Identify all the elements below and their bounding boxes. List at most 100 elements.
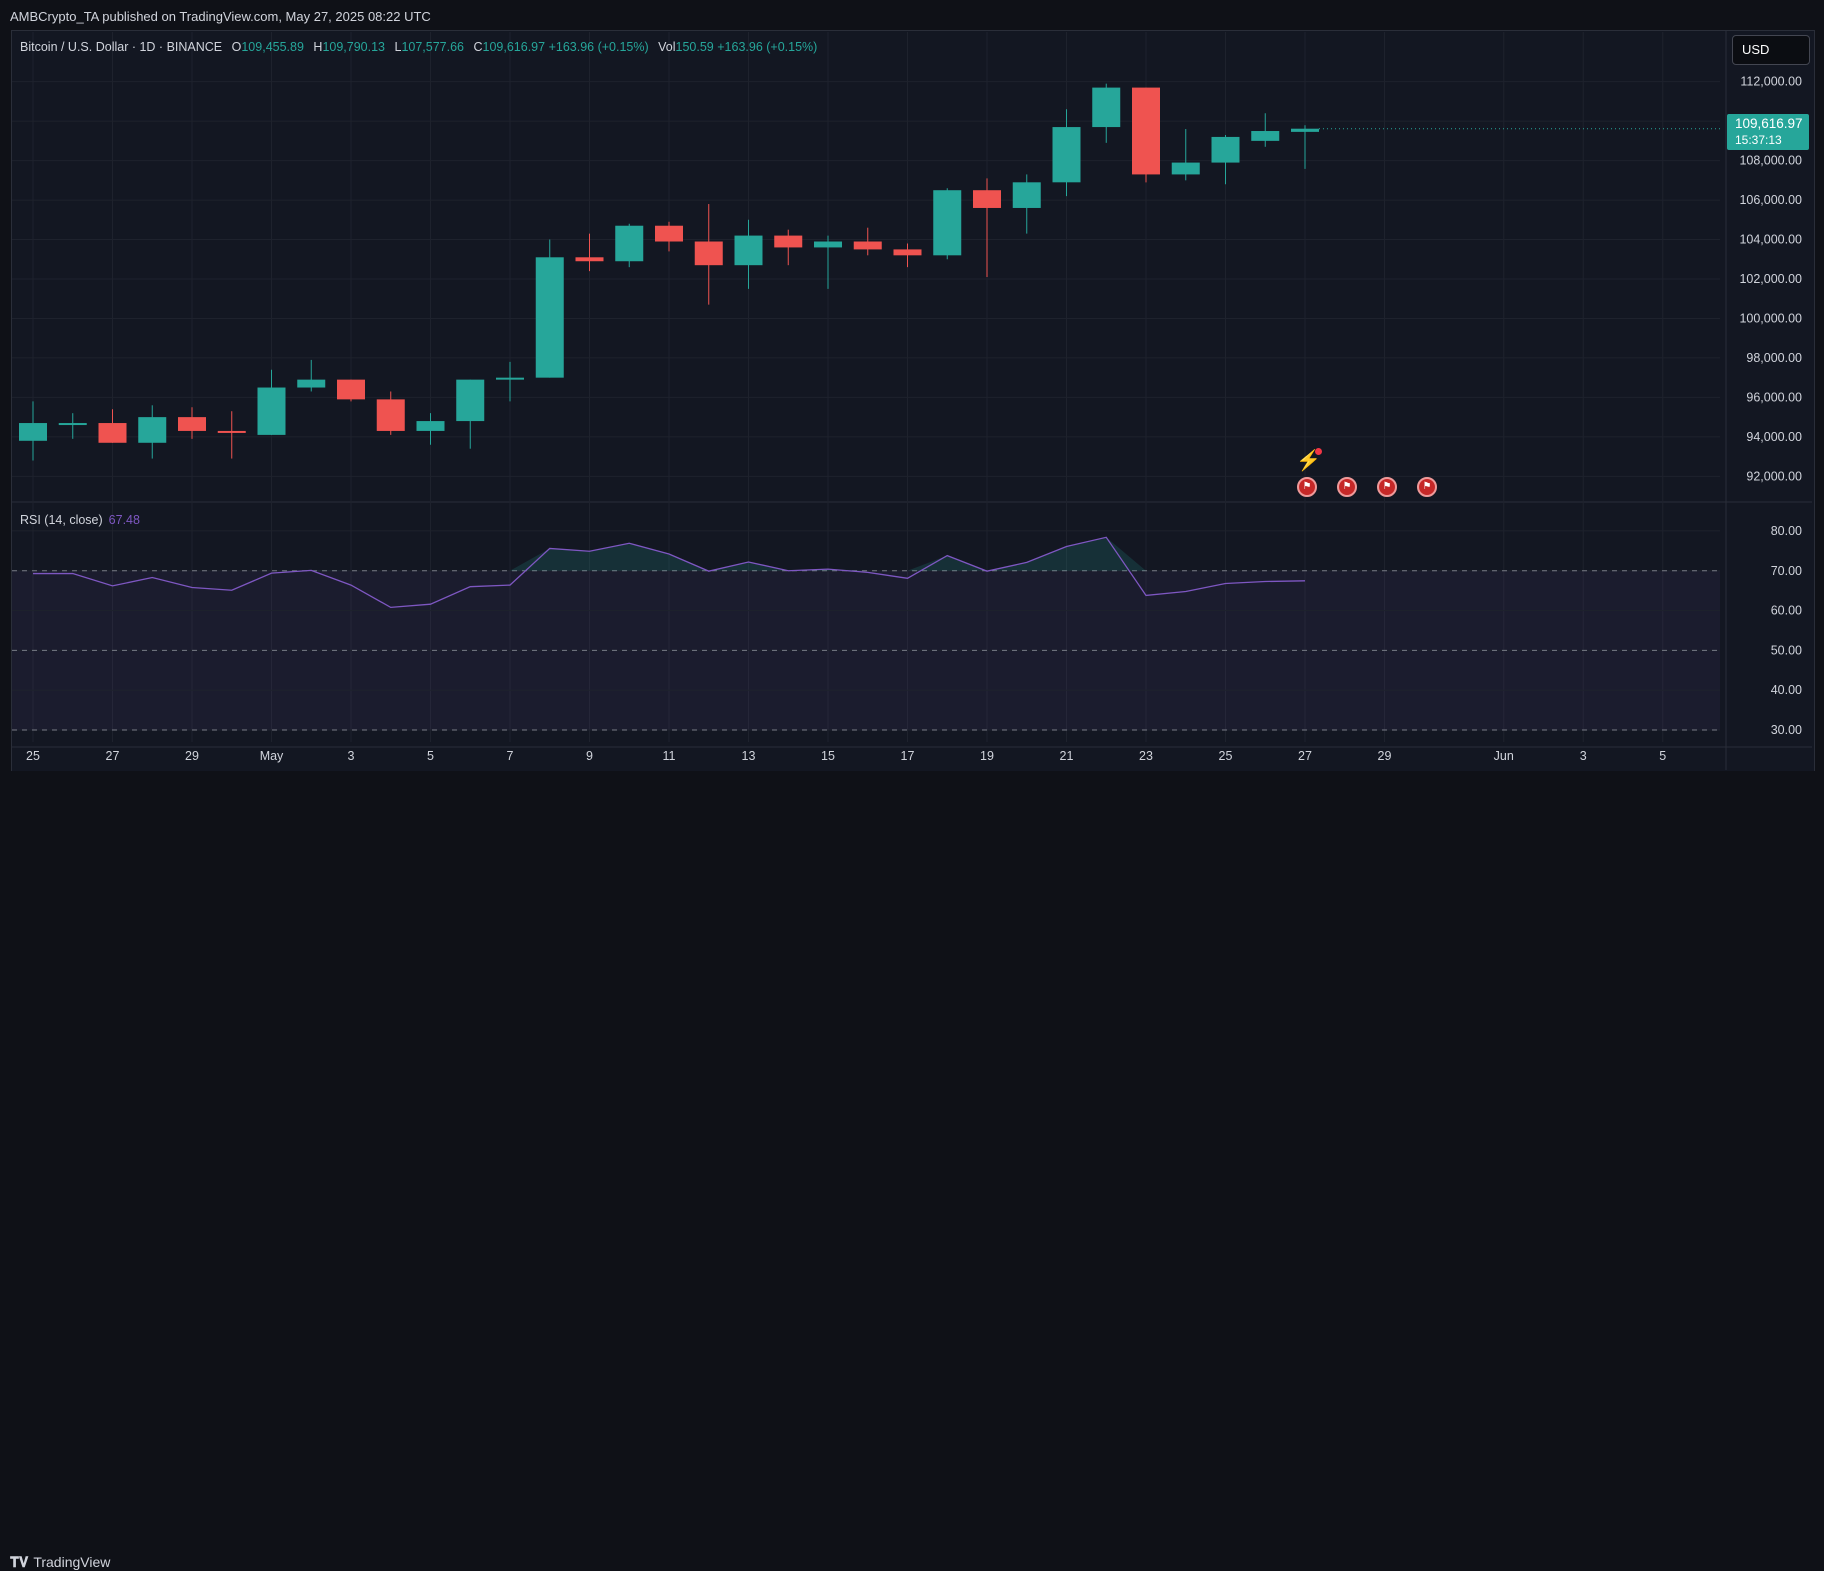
us-flag-icon[interactable]: ⚑: [1377, 477, 1397, 497]
candle-body: [496, 377, 524, 380]
rsi-title: RSI (14, close): [20, 513, 103, 527]
candle-body: [575, 257, 604, 262]
candle-body: [694, 241, 723, 266]
price-tick-label: 112,000.00: [1740, 75, 1802, 89]
chart-canvas[interactable]: 25 27 29 May 3 5 7 9 11 13 15 17 19 21 23 25 27 29 Jun 3 5 11…: [0, 0, 1824, 810]
candle-body: [58, 423, 87, 426]
us-flag-icon[interactable]: ⚑: [1297, 477, 1317, 497]
symbol-name[interactable]: Bitcoin / U.S. Dollar · 1D · BINANCE: [20, 40, 223, 54]
close-value: 109,616.97: [482, 40, 546, 54]
low-value: 107,577.66: [401, 40, 464, 54]
candle-body: [1171, 162, 1200, 175]
publisher-line: AMBCrypto_TA published on TradingView.co…: [10, 9, 431, 24]
x-tick-label: 15: [821, 749, 835, 763]
x-tick-label: 13: [742, 749, 756, 763]
vol-change-value: +163.96 (+0.15%): [717, 40, 818, 54]
us-flag-icon[interactable]: ⚑: [1337, 477, 1357, 497]
x-tick-label: 7: [507, 749, 514, 763]
tv-logo-icon: 𝐓𝐕: [10, 1554, 29, 1570]
open-label: O: [231, 40, 242, 54]
candle-body: [376, 399, 405, 431]
rsi-tick-label: 30.00: [1771, 723, 1802, 737]
price-tick-label: 96,000.00: [1746, 390, 1802, 404]
open-value: 109,455.89: [241, 40, 304, 54]
candle-body: [774, 235, 803, 248]
top-bar: AMBCrypto_TA published on TradingView.co…: [0, 0, 1824, 30]
candle-body: [933, 190, 962, 256]
rsi-overbought-fill: [271, 537, 1146, 571]
low-label: L: [394, 40, 402, 54]
vol-value: 150.59: [675, 40, 714, 54]
notification-dot: [1315, 448, 1322, 455]
bar-countdown: 15:37:13: [1735, 133, 1782, 147]
candle-body: [1052, 127, 1081, 183]
price-tick-label: 108,000.00: [1739, 154, 1802, 168]
x-tick-label: 27: [1298, 749, 1312, 763]
candle-body: [456, 379, 485, 422]
close-label: C: [473, 40, 483, 54]
high-label: H: [313, 40, 323, 54]
rsi-line: [33, 536, 1306, 609]
last-price: 109,616.97: [1735, 116, 1803, 131]
x-tick-label: 5: [1659, 749, 1666, 763]
price-tick-label: 92,000.00: [1746, 469, 1802, 483]
us-flag-icon[interactable]: ⚑: [1417, 477, 1437, 497]
tradingview-logo[interactable]: 𝐓𝐕 TradingView: [10, 1554, 110, 1571]
x-tick-label: 21: [1060, 749, 1074, 763]
candle-body: [1092, 87, 1121, 128]
candle-body: [1211, 136, 1240, 163]
rsi-value: 67.48: [108, 513, 140, 527]
price-tick-label: 94,000.00: [1746, 430, 1802, 444]
candle-body: [615, 225, 644, 262]
x-tick-label: 9: [586, 749, 593, 763]
candle-body: [535, 257, 564, 378]
x-tick-label: 17: [901, 749, 915, 763]
lightning-icon[interactable]: ⚡: [1296, 448, 1322, 472]
rsi-tick-label: 80.00: [1771, 524, 1802, 538]
x-tick-label: 29: [1378, 749, 1392, 763]
last-price-tag: 109,616.97 15:37:13: [1727, 114, 1809, 150]
x-tick-label: 25: [26, 749, 40, 763]
candle-body: [19, 423, 47, 441]
rsi-tick-label: 70.00: [1771, 564, 1802, 578]
price-tick-label: 102,000.00: [1739, 272, 1802, 286]
x-tick-label: 5: [427, 749, 434, 763]
rsi-tick-label: 40.00: [1771, 683, 1802, 697]
x-tick-label: 19: [980, 749, 994, 763]
candle-body: [1251, 131, 1280, 141]
rsi-tick-label: 50.00: [1771, 643, 1802, 657]
candle-body: [973, 190, 1001, 208]
price-tick-label: 106,000.00: [1739, 193, 1802, 207]
x-tick-label: 25: [1219, 749, 1233, 763]
currency-button[interactable]: USD: [1732, 35, 1810, 65]
high-value: 109,790.13: [322, 40, 385, 54]
candle-body: [893, 249, 922, 256]
candle-body: [217, 430, 246, 433]
candle-body: [655, 225, 683, 242]
x-tick-label: 27: [106, 749, 120, 763]
rsi-legend[interactable]: RSI (14, close) 67.48: [20, 513, 140, 527]
change-value: +163.96 (+0.15%): [548, 40, 649, 54]
price-pane: [12, 32, 1720, 500]
x-tick-label: 29: [185, 749, 199, 763]
price-tick-label: 98,000.00: [1746, 351, 1802, 365]
candle-body: [337, 379, 365, 400]
candle-body: [1132, 87, 1160, 175]
x-tick-label: 23: [1139, 749, 1153, 763]
vol-label: Vol: [658, 40, 676, 54]
candle-body: [1291, 128, 1319, 132]
candle-body: [98, 423, 127, 443]
rsi-tick-label: 60.00: [1771, 604, 1802, 618]
candle-body: [853, 241, 882, 250]
rsi-pane: [12, 512, 1720, 742]
x-tick-label: 3: [1580, 749, 1587, 763]
candle-body: [1012, 182, 1041, 208]
candle-body: [814, 241, 842, 248]
candle-body: [297, 379, 326, 388]
footer-bar: 𝐓𝐕 TradingView: [0, 771, 1824, 1570]
x-tick-label: 11: [663, 749, 676, 763]
candle-body: [257, 387, 286, 435]
symbol-legend: Bitcoin / U.S. Dollar · 1D · BINANCE O10…: [20, 40, 817, 54]
x-tick-label: Jun: [1494, 749, 1514, 763]
x-tick-label: 3: [348, 749, 355, 763]
